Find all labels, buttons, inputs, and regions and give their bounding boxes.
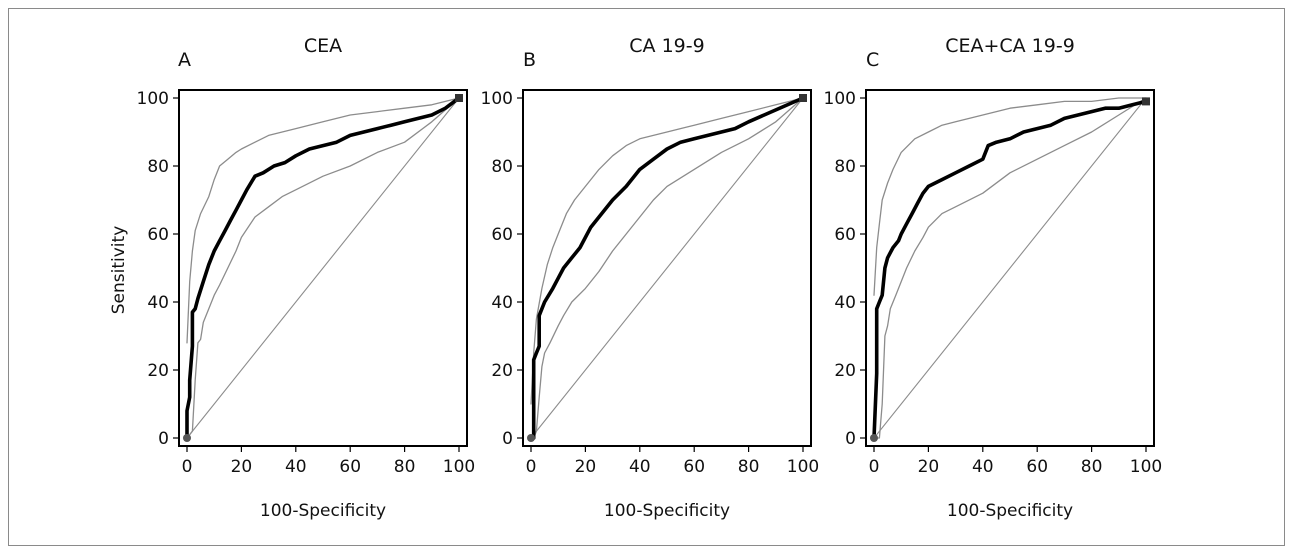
panel-a-reference-line <box>186 97 460 439</box>
panel-b-x-tick-label: 80 <box>738 457 760 477</box>
panel-b-y-tick-label: 40 <box>491 293 513 313</box>
panel-c: C CEA+CA 19-9 0 20 40 60 80 100 0 20 40 60 80 100 1… <box>824 35 1163 521</box>
panel-c-x-tick-label: 40 <box>972 457 994 477</box>
panel-b-y-tick-label: 20 <box>491 361 513 381</box>
panel-a-estimate-line <box>185 96 461 440</box>
panel-a-x-tick-label: 40 <box>285 457 307 477</box>
panel-a-y-tick-label: 40 <box>147 293 169 313</box>
panel-c-x-tick-label: 0 <box>869 457 880 477</box>
panel-c-x-tick-label: 100 <box>1130 457 1162 477</box>
panel-a-letter: A <box>178 49 191 71</box>
panel-a-start-point <box>183 434 191 442</box>
panel-a-ci-lower-line <box>186 97 460 439</box>
panel-c-y-tick-label: 0 <box>845 429 856 449</box>
panel-a-x-tick-label: 80 <box>394 457 416 477</box>
panel-b-ci-lower-line <box>530 97 804 439</box>
panel-a-y-tick-label: 0 <box>158 429 169 449</box>
panel-a-x-tick-label: 20 <box>231 457 253 477</box>
panel-c-y-tick-label: 40 <box>834 293 856 313</box>
panel-b-x-axis-label: 100-Specificity <box>604 501 730 521</box>
panel-a: A CEA 0 20 40 60 80 100 0 20 40 60 80 100 100-Speci… <box>137 35 476 521</box>
panel-c-plot-frame <box>865 89 1155 447</box>
panel-b-x-tick-label: 0 <box>526 457 537 477</box>
panel-c-x-axis-label: 100-Specificity <box>947 501 1073 521</box>
panel-b-y-tick-label: 100 <box>481 89 513 109</box>
panel-a-y-tick-label: 80 <box>147 157 169 177</box>
panel-b-x-tick-label: 40 <box>629 457 651 477</box>
panel-b-plot: 0 20 40 60 80 100 0 20 40 60 80 100 <box>481 89 819 477</box>
panel-a-y-tick-label: 60 <box>147 225 169 245</box>
panel-a-x-axis-label: 100-Specificity <box>260 501 386 521</box>
panel-b-x-tick-label: 20 <box>575 457 597 477</box>
panel-b-reference-line <box>530 97 804 439</box>
panel-c-end-point <box>1142 97 1150 106</box>
panel-a-plot: 0 20 40 60 80 100 0 20 40 60 80 100 <box>137 89 475 477</box>
panel-b-y-tick-label: 80 <box>491 157 513 177</box>
panel-a-title: CEA <box>304 35 342 57</box>
panel-b-x-tick-label: 100 <box>787 457 819 477</box>
panel-a-y-tick-label: 100 <box>137 89 169 109</box>
panel-b-ci-upper-line <box>530 97 804 405</box>
panel-b-start-point <box>527 434 535 442</box>
panel-a-x-tick-label: 60 <box>339 457 361 477</box>
panel-b-estimate-line <box>529 96 805 440</box>
panel-b-letter: B <box>523 49 536 71</box>
panel-b-end-point <box>799 94 807 102</box>
shared-y-axis-label: Sensitivity <box>109 226 129 315</box>
panel-c-plot: 0 20 40 60 80 100 0 20 40 60 80 100 <box>824 89 1162 477</box>
panel-b-title: CA 19-9 <box>629 35 704 57</box>
panel-c-ci-lower-line <box>873 97 1147 439</box>
panel-c-y-tick-label: 80 <box>834 157 856 177</box>
panel-b-y-tick-label: 60 <box>491 225 513 245</box>
panel-a-x-tick-label: 100 <box>443 457 475 477</box>
panel-b: B CA 19-9 0 20 40 60 80 100 0 20 40 60 80 100 100-S… <box>481 35 820 521</box>
panel-c-estimate-line <box>872 99 1148 440</box>
panel-c-ci-upper-line <box>873 97 1147 296</box>
panel-c-y-tick-label: 20 <box>834 361 856 381</box>
panel-a-y-tick-label: 20 <box>147 361 169 381</box>
panel-b-plot-frame <box>522 89 812 447</box>
panel-c-letter: C <box>866 49 879 71</box>
panel-c-y-tick-label: 100 <box>824 89 856 109</box>
panel-a-end-point <box>455 94 463 102</box>
panel-b-y-tick-label: 0 <box>502 429 513 449</box>
panel-a-ci-upper-line <box>186 97 460 344</box>
panel-c-x-tick-label: 80 <box>1081 457 1103 477</box>
panel-c-reference-line <box>873 97 1147 439</box>
figure-frame <box>8 8 1285 546</box>
panel-c-x-tick-label: 60 <box>1026 457 1048 477</box>
panel-c-title: CEA+CA 19-9 <box>945 35 1075 57</box>
panel-c-x-tick-label: 20 <box>918 457 940 477</box>
panel-a-plot-frame <box>178 89 468 447</box>
panel-c-start-point <box>870 434 878 442</box>
panel-a-x-tick-label: 0 <box>182 457 193 477</box>
panel-c-y-tick-label: 60 <box>834 225 856 245</box>
panel-b-x-tick-label: 60 <box>683 457 705 477</box>
